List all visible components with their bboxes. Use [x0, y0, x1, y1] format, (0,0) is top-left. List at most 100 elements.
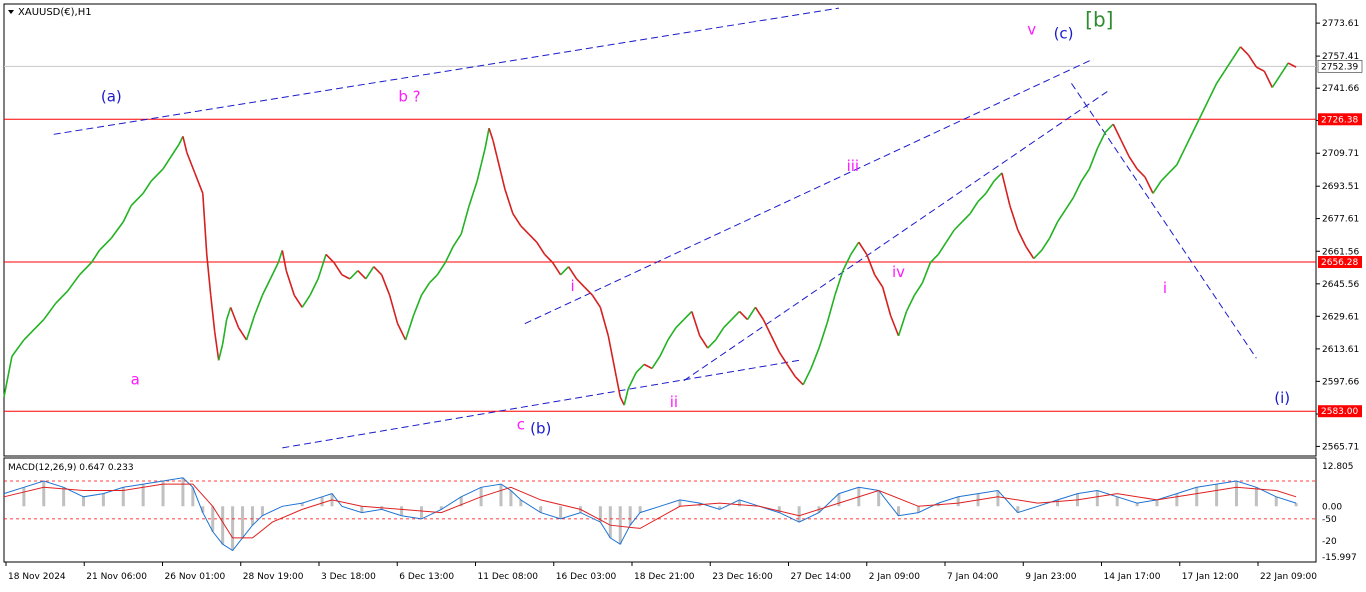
price-segment-down [500, 172, 506, 190]
price-segment-up [150, 168, 164, 182]
price-segment-up [178, 135, 184, 145]
price-segment-up [905, 294, 916, 312]
price-segment-down [186, 152, 196, 174]
price-segment-up [476, 164, 482, 182]
price-segment-up [301, 294, 311, 308]
macd-label: MACD(12,26,9) 0.647 0.233 [8, 463, 134, 473]
price-segment-up [35, 319, 45, 329]
price-segment-up [460, 205, 470, 235]
price-segment-down [607, 335, 618, 377]
price-segment-down [691, 311, 701, 337]
projection-line [1071, 83, 1257, 359]
price-segment-up [929, 253, 939, 264]
price-segment-up [1080, 168, 1091, 182]
price-segment-down [615, 376, 622, 398]
price-segment-down [182, 136, 188, 153]
price-segment-up [802, 368, 812, 386]
price-segment-down [1255, 66, 1265, 72]
price-segment-up [913, 282, 924, 296]
price-segment-down [237, 327, 248, 341]
wave-label: i [570, 277, 574, 295]
price-segment-down [1112, 123, 1122, 141]
level-price-label: 2656.28 [1321, 258, 1358, 268]
wave-label: b ? [398, 88, 420, 106]
price-segment-up [23, 327, 37, 341]
macd-tick-label: -15.997 [1322, 553, 1357, 563]
price-segment-up [66, 274, 81, 292]
wave-label: v [1027, 21, 1036, 39]
price-segment-up [818, 323, 828, 349]
price-segment-down [551, 262, 562, 276]
time-tick-label: 21 Nov 06:00 [86, 572, 147, 582]
wave-label: iv [892, 263, 905, 281]
wave-label: ii [670, 393, 678, 411]
price-segment-down [865, 254, 876, 276]
price-segment-down [786, 363, 796, 378]
price-segment-up [1207, 83, 1218, 101]
price-segment-up [162, 156, 172, 170]
price-segment-down [591, 294, 602, 308]
price-segment-down [754, 306, 765, 321]
price-tick-label: 2757.41 [1322, 52, 1359, 62]
time-tick-label: 22 Jan 09:00 [1260, 572, 1317, 582]
price-segment-down [520, 225, 530, 235]
price-segment-up [55, 290, 69, 304]
price-segment-down [341, 274, 351, 280]
price-segment-down [325, 253, 335, 264]
price-segment-up [428, 274, 438, 284]
price-segment-up [560, 266, 570, 276]
wave-label: c [517, 416, 525, 434]
price-segment-up [484, 128, 490, 149]
price-segment-up [1033, 249, 1043, 260]
price-tick-label: 2741.66 [1322, 84, 1359, 94]
rising-channel-upper [524, 58, 1094, 325]
price-segment-up [444, 245, 454, 263]
price-tick-label: 2565.71 [1322, 442, 1359, 452]
price-segment-down [1005, 189, 1011, 206]
price-segment-down [1009, 205, 1019, 231]
price-segment-up [3, 356, 13, 398]
price-segment-down [599, 307, 610, 337]
price-segment-down [643, 363, 653, 370]
time-tick-label: 11 Dec 08:00 [478, 572, 539, 582]
price-segment-up [142, 180, 152, 194]
price-segment-up [1223, 58, 1234, 72]
price-segment-down [1287, 62, 1297, 68]
price-tick-label: 2709.71 [1322, 149, 1359, 159]
price-segment-up [707, 339, 717, 349]
price-segment-up [1279, 62, 1289, 76]
price-segment-down [567, 266, 578, 280]
price-segment-up [667, 327, 677, 341]
price-tick-label: 2773.61 [1322, 19, 1359, 29]
price-segment-up [436, 262, 446, 276]
price-segment-down [194, 172, 204, 194]
price-segment-up [651, 355, 661, 369]
price-segment-down [293, 294, 303, 308]
level-price-tag [1318, 113, 1362, 126]
price-segment-down [528, 233, 538, 243]
price-segment-down [874, 274, 884, 288]
price-segment-up [723, 319, 733, 329]
dropdown-triangle-icon[interactable] [8, 10, 14, 14]
price-segment-up [683, 310, 693, 321]
price-segment-up [122, 205, 132, 223]
time-tick-label: 14 Jan 17:00 [1104, 572, 1161, 582]
price-tick-label: 2661.56 [1322, 247, 1359, 257]
price-segment-down [1144, 176, 1154, 194]
price-segment-up [261, 278, 272, 296]
price-segment-up [1199, 99, 1210, 117]
price-segment-up [253, 294, 264, 316]
price-segment-up [985, 180, 995, 194]
current-price-label: 2752.39 [1321, 62, 1358, 72]
price-segment-down [209, 295, 216, 332]
price-segment-up [1056, 209, 1067, 223]
price-segment-down [544, 253, 554, 264]
price-segment-down [396, 323, 407, 341]
price-segment-up [452, 233, 462, 247]
price-segment-up [269, 262, 280, 280]
price-segment-down [388, 294, 399, 324]
price-segment-down [1120, 140, 1130, 158]
price-segment-down [229, 307, 240, 329]
price-segment-down [889, 315, 900, 337]
